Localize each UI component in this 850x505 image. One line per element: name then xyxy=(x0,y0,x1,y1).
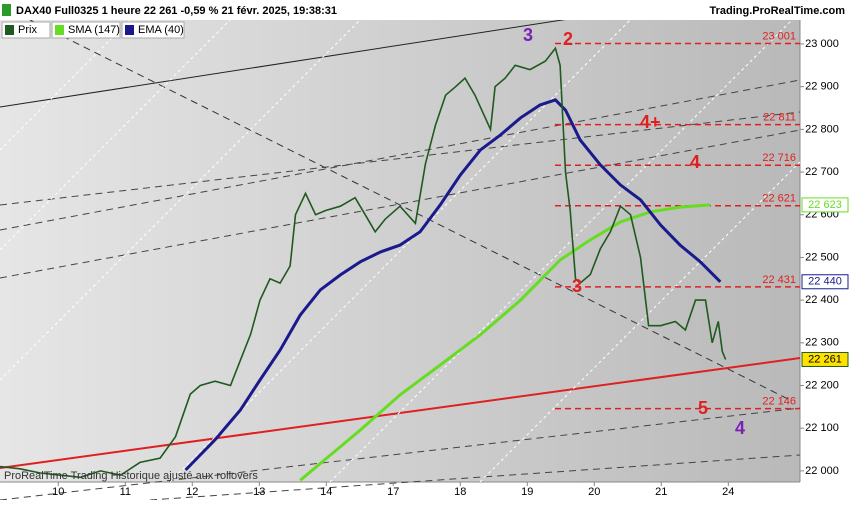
y-tick-label: 22 800 xyxy=(805,123,839,135)
wave-label: 5 xyxy=(698,398,708,418)
watermark: ProRealTime Trading Historique ajusté au… xyxy=(4,470,258,482)
x-tick-label: 21 xyxy=(655,486,667,498)
legend-label: SMA (147) xyxy=(68,24,120,36)
legend-label: EMA (40) xyxy=(138,24,184,36)
x-tick-label: 12 xyxy=(186,486,198,498)
y-tick-label: 22 200 xyxy=(805,379,839,391)
trend-line xyxy=(0,407,801,501)
y-tick-label: 22 400 xyxy=(805,294,839,306)
channel-line xyxy=(169,0,651,483)
wave-label: 3 xyxy=(572,276,582,296)
legend: Prix SMA (147) EMA (40) xyxy=(1,21,185,39)
y-tick-label: 22 900 xyxy=(805,81,839,93)
channel-line xyxy=(0,0,251,251)
trend-line xyxy=(29,19,791,401)
legend-box xyxy=(121,21,185,39)
y-tick-label: 22 000 xyxy=(805,465,839,477)
last-value-box xyxy=(801,351,849,367)
header-source: Trading.ProRealTime.com xyxy=(709,5,845,17)
level-label: 22 811 xyxy=(763,112,796,124)
trend-line xyxy=(0,17,576,108)
level-label: 22 431 xyxy=(762,274,796,286)
level-label: 22 146 xyxy=(762,395,796,407)
x-tick-label: 17 xyxy=(387,486,399,498)
support-line xyxy=(0,357,801,469)
last-value-box xyxy=(801,274,849,290)
trend-line xyxy=(0,111,801,206)
legend-label: Prix xyxy=(18,24,37,36)
symbol-icon xyxy=(2,4,11,16)
last-value-label: 22 261 xyxy=(808,353,842,365)
wave-label: 4 xyxy=(690,152,700,172)
series-line xyxy=(184,98,722,472)
series-group: 23 001 22 811 22 716 22 621 22 431 22 146 xyxy=(0,30,800,482)
x-tick-label: 13 xyxy=(253,486,265,498)
trend-line xyxy=(0,79,801,231)
last-value-label: 22 623 xyxy=(808,199,842,211)
annotations: 3 2 4+ 4 3 5 4 xyxy=(523,25,745,438)
wave-label: 3 xyxy=(523,25,533,45)
trend-line xyxy=(0,129,801,279)
y-axis-area xyxy=(800,0,850,500)
last-value-label: 22 440 xyxy=(808,276,842,288)
header-title: DAX40 Full0325 1 heure 22 261 -0,59 % 21… xyxy=(16,5,337,17)
x-tick-label: 14 xyxy=(320,486,332,498)
y-tick-label: 22 100 xyxy=(805,422,839,434)
legend-box xyxy=(51,21,121,39)
x-tick-label: 10 xyxy=(52,486,64,498)
y-tick-label: 22 700 xyxy=(805,166,839,178)
x-tick-label: 19 xyxy=(521,486,533,498)
channel-line xyxy=(329,11,801,483)
trend-line xyxy=(149,454,801,501)
legend-swatch xyxy=(55,25,64,35)
wave-label: 4+ xyxy=(640,112,661,132)
wave-label: 2 xyxy=(563,29,573,49)
header-bar xyxy=(0,0,850,20)
y-tick-label: 22 500 xyxy=(805,251,839,263)
series-line xyxy=(0,46,727,479)
x-axis-area xyxy=(0,482,800,500)
x-tick-label: 18 xyxy=(454,486,466,498)
level-label: 23 001 xyxy=(762,30,796,42)
y-tick-label: 22 300 xyxy=(805,337,839,349)
x-tick-label: 24 xyxy=(722,486,734,498)
last-value-box xyxy=(801,197,849,213)
x-tick-label: 20 xyxy=(588,486,600,498)
level-label: 22 621 xyxy=(762,193,796,205)
level-label: 22 716 xyxy=(762,152,796,164)
legend-swatch xyxy=(125,25,134,35)
y-tick-label: 23 000 xyxy=(805,38,839,50)
wave-label: 4 xyxy=(735,418,745,438)
plot-area xyxy=(0,0,800,482)
legend-swatch xyxy=(5,25,14,35)
x-tick-label: 11 xyxy=(120,486,131,498)
